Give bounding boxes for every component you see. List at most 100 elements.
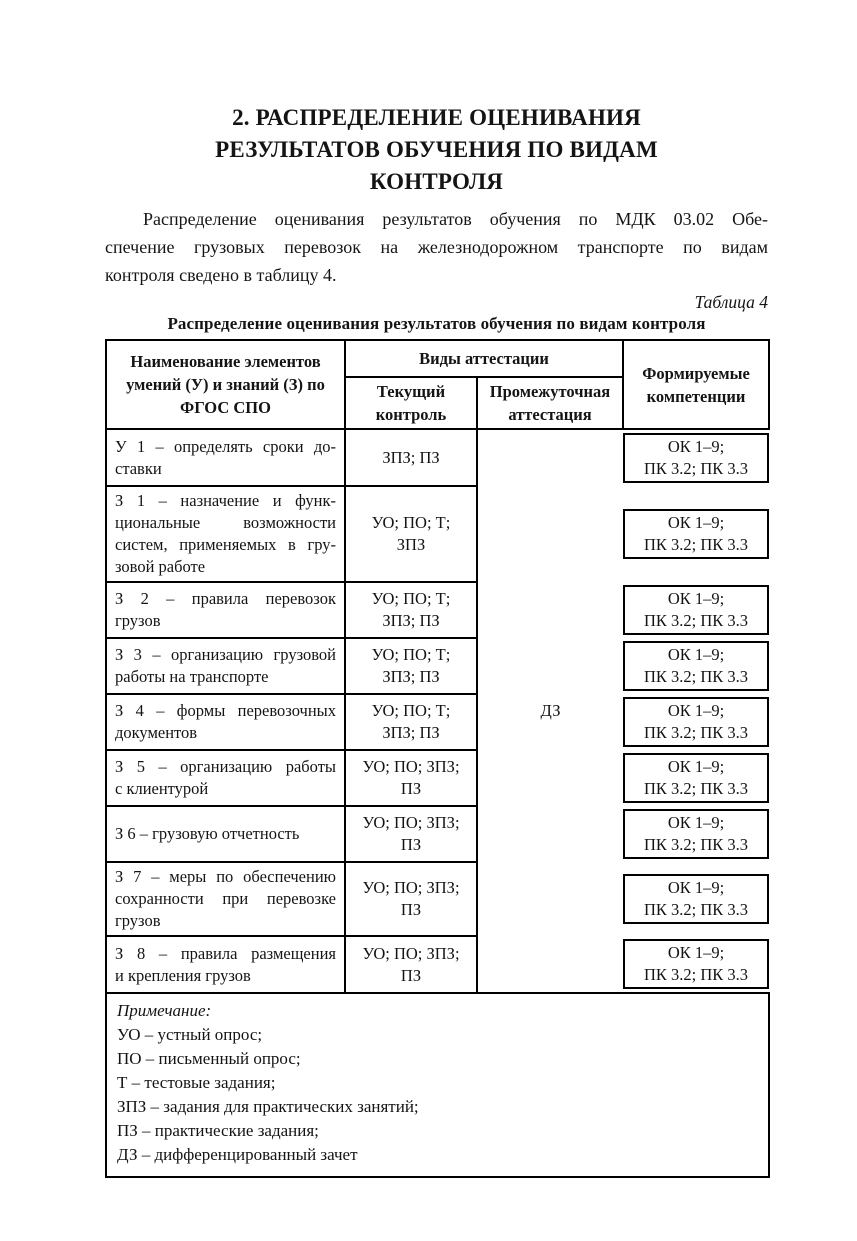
current-control-cell: УО; ПО; Т; ЗПЗ; ПЗ bbox=[345, 694, 478, 751]
competencies-cell: ОК 1–9; ПК 3.2; ПК 3.3 bbox=[623, 694, 770, 750]
text-line: УО; ПО; Т; bbox=[371, 645, 451, 664]
skill-name-cell: З 4 – формы перевозочных документов bbox=[105, 694, 346, 751]
text-line: УО; ПО; ЗПЗ; bbox=[362, 813, 460, 832]
text-line: ДЗ – дифференцированный зачет bbox=[117, 1145, 358, 1164]
text-line: грузов bbox=[115, 611, 161, 630]
competencies-cell: ОК 1–9; ПК 3.2; ПК 3.3 bbox=[623, 638, 770, 694]
text-line: циональные возможности bbox=[115, 513, 336, 532]
text-line: ПК 3.2; ПК 3.3 bbox=[643, 611, 749, 630]
text-line: Распределение оценивания результатов обу… bbox=[143, 209, 768, 229]
header-name-cell: Наименование элементов умений (У) и знан… bbox=[105, 339, 346, 430]
header-attestation-group-cell: Виды аттестации bbox=[343, 339, 625, 378]
header-row-2: Текущий контроль Промежуточная аттестаци… bbox=[106, 376, 769, 430]
competencies-cell: ОК 1–9; ПК 3.2; ПК 3.3 bbox=[623, 486, 770, 582]
current-control-cell: УО; ПО; Т; ЗПЗ; ПЗ bbox=[345, 582, 478, 639]
text-line: УО; ПО; ЗПЗ; bbox=[362, 943, 460, 963]
text-line: Примечание: bbox=[117, 1001, 212, 1020]
table-row-z1: З 1 – назначение и функ-циональные возмо… bbox=[105, 486, 770, 583]
text-line: УО; ПО; ЗПЗ; bbox=[362, 878, 460, 897]
text-line: З 5 – организацию работы bbox=[115, 757, 336, 776]
table-body: У 1 – определять сроки до-ставки ЗПЗ; ПЗ… bbox=[104, 429, 771, 1178]
skill-name-cell: З 5 – организацию работы с клиентурой bbox=[105, 750, 346, 807]
current-control-cell: УО; ПО; ЗПЗ; ПЗ bbox=[345, 862, 478, 937]
text-line: спечение грузовых перевозок на железнодо… bbox=[105, 237, 768, 257]
text-line: и крепления грузов bbox=[115, 965, 251, 985]
table-row-z4: З 4 – формы перевозочных документов УО; П… bbox=[105, 694, 770, 751]
text-line: сохранности при перевозке bbox=[115, 889, 336, 908]
text-line: ПК 3.2; ПК 3.3 bbox=[643, 779, 749, 798]
intro-paragraph: Распределение оценивания результатов обу… bbox=[105, 205, 768, 289]
competencies-box: ОК 1–9; ПК 3.2; ПК 3.3 bbox=[623, 753, 770, 803]
text-line: ЗПЗ; ПЗ bbox=[382, 611, 440, 630]
current-control-cell: УО; ПО; ЗПЗ; ПЗ bbox=[345, 750, 478, 807]
text-line: ПК 3.2; ПК 3.3 bbox=[643, 535, 749, 554]
skill-name-cell: З 8 – правила размещения и крепления груз… bbox=[105, 936, 346, 994]
text-line: систем, применяемых в гру- bbox=[115, 535, 336, 554]
text-line: З 1 – назначение и функ- bbox=[115, 491, 336, 510]
current-control-cell: УО; ПО; ЗПЗ; ПЗ bbox=[345, 936, 478, 994]
skill-name-cell: З 7 – меры по обеспечению сохранности при… bbox=[105, 862, 346, 937]
header-row-1: Наименование элементов умений (У) и знан… bbox=[105, 339, 771, 430]
text-line: ПК 3.2; ПК 3.3 bbox=[643, 667, 749, 686]
text-line: З 7 – меры по обеспечению bbox=[115, 867, 336, 886]
text-line: З 8 – правила размещения bbox=[115, 943, 336, 963]
text-line: ПЗ bbox=[400, 900, 422, 919]
text-line: ОК 1–9; bbox=[667, 878, 725, 897]
competencies-cell: ОК 1–9; ПК 3.2; ПК 3.3 bbox=[623, 750, 770, 806]
current-control-cell: УО; ПО; ЗПЗ; ПЗ bbox=[345, 806, 478, 863]
text-line: ЗПЗ – задания для практических занятий; bbox=[117, 1097, 419, 1116]
text-line: контроля сведено в таблицу 4. bbox=[105, 265, 337, 285]
text-line: З 4 – формы перевозочных bbox=[115, 701, 336, 720]
table-row-z7: З 7 – меры по обеспечению сохранности при… bbox=[105, 862, 770, 937]
skill-name-cell: З 3 – организацию грузовой работы на тран… bbox=[105, 638, 346, 695]
text-line: ПЗ bbox=[400, 835, 422, 854]
text-line: ОК 1–9; bbox=[667, 513, 725, 532]
header-interim-attestation-cell: Промежуточная аттестация bbox=[475, 376, 625, 430]
table-caption: Распределение оценивания результатов обу… bbox=[167, 314, 706, 333]
competencies-cell: ОК 1–9; ПК 3.2; ПК 3.3 bbox=[623, 862, 770, 936]
competencies-box: ОК 1–9; ПК 3.2; ПК 3.3 bbox=[623, 874, 770, 924]
table-number-label: Таблица 4 bbox=[694, 292, 768, 312]
text-line: ОК 1–9; bbox=[667, 701, 725, 720]
text-line: ПО – письменный опрос; bbox=[117, 1049, 301, 1068]
current-control-cell: ЗПЗ; ПЗ bbox=[345, 429, 478, 487]
table-header: Наименование элементов умений (У) и знан… bbox=[105, 339, 771, 430]
skill-name-cell: У 1 – определять сроки до-ставки bbox=[105, 429, 346, 487]
skill-name-cell: З 1 – назначение и функ-циональные возмо… bbox=[105, 486, 346, 583]
section-title: 2. РАСПРЕДЕЛЕНИЕ ОЦЕНИВАНИЯ РЕЗУЛЬТАТОВ О… bbox=[105, 102, 768, 198]
competencies-cell: ОК 1–9; ПК 3.2; ПК 3.3 bbox=[623, 582, 770, 638]
header-competencies-cell: Формируемые компетенции bbox=[622, 339, 771, 430]
header-current-control-cell: Текущий контроль bbox=[344, 376, 478, 430]
text-line: Т – тестовые задания; bbox=[117, 1073, 276, 1092]
text-line: ставки bbox=[115, 458, 162, 478]
text-line: ЗПЗ; ПЗ bbox=[382, 447, 440, 467]
text-line: ЗПЗ bbox=[396, 535, 426, 554]
text-line: З 3 – организацию грузовой bbox=[115, 645, 336, 664]
table-note-row: Примечание: УО – устный опрос; ПО – письме… bbox=[104, 992, 771, 1178]
competencies-box: ОК 1–9; ПК 3.2; ПК 3.3 bbox=[623, 809, 770, 859]
text-line: ПК 3.2; ПК 3.3 bbox=[643, 965, 749, 984]
text-line: УО – устный опрос; bbox=[117, 1025, 263, 1044]
page-content: 2. РАСПРЕДЕЛЕНИЕ ОЦЕНИВАНИЯ РЕЗУЛЬТАТОВ О… bbox=[104, 102, 771, 1178]
text-line: РЕЗУЛЬТАТОВ ОБУЧЕНИЯ ПО ВИДАМ bbox=[215, 137, 658, 162]
text-line: УО; ПО; ЗПЗ; bbox=[362, 757, 460, 776]
text-line: ОК 1–9; bbox=[667, 437, 725, 456]
competencies-box: ОК 1–9; ПК 3.2; ПК 3.3 bbox=[623, 939, 770, 989]
competencies-box: ОК 1–9; ПК 3.2; ПК 3.3 bbox=[623, 697, 770, 747]
text-line: З 6 – грузовую отчетность bbox=[115, 824, 300, 843]
text-line: ЗПЗ; ПЗ bbox=[382, 723, 440, 742]
text-line: УО; ПО; Т; bbox=[371, 589, 451, 608]
assessment-table: Наименование элементов умений (У) и знан… bbox=[104, 339, 771, 1178]
text-line: ПЗ bbox=[400, 779, 422, 798]
table-row-z6: З 6 – грузовую отчетность УО; ПО; ЗПЗ; ПЗ… bbox=[105, 806, 770, 863]
text-line: документов bbox=[115, 723, 198, 742]
table-row-z3: З 3 – организацию грузовой работы на тран… bbox=[105, 638, 770, 695]
text-line: грузов bbox=[115, 911, 161, 930]
table-row-u1: У 1 – определять сроки до-ставки ЗПЗ; ПЗ… bbox=[105, 429, 770, 720]
competencies-box: ОК 1–9; ПК 3.2; ПК 3.3 bbox=[623, 585, 770, 635]
text-line: работы на транспорте bbox=[115, 667, 269, 686]
table-row-z8: З 8 – правила размещения и крепления груз… bbox=[105, 936, 770, 994]
text-line: ПЗ bbox=[400, 965, 422, 985]
text-line: зовой работе bbox=[115, 557, 206, 576]
text-line: ОК 1–9; bbox=[667, 943, 725, 962]
